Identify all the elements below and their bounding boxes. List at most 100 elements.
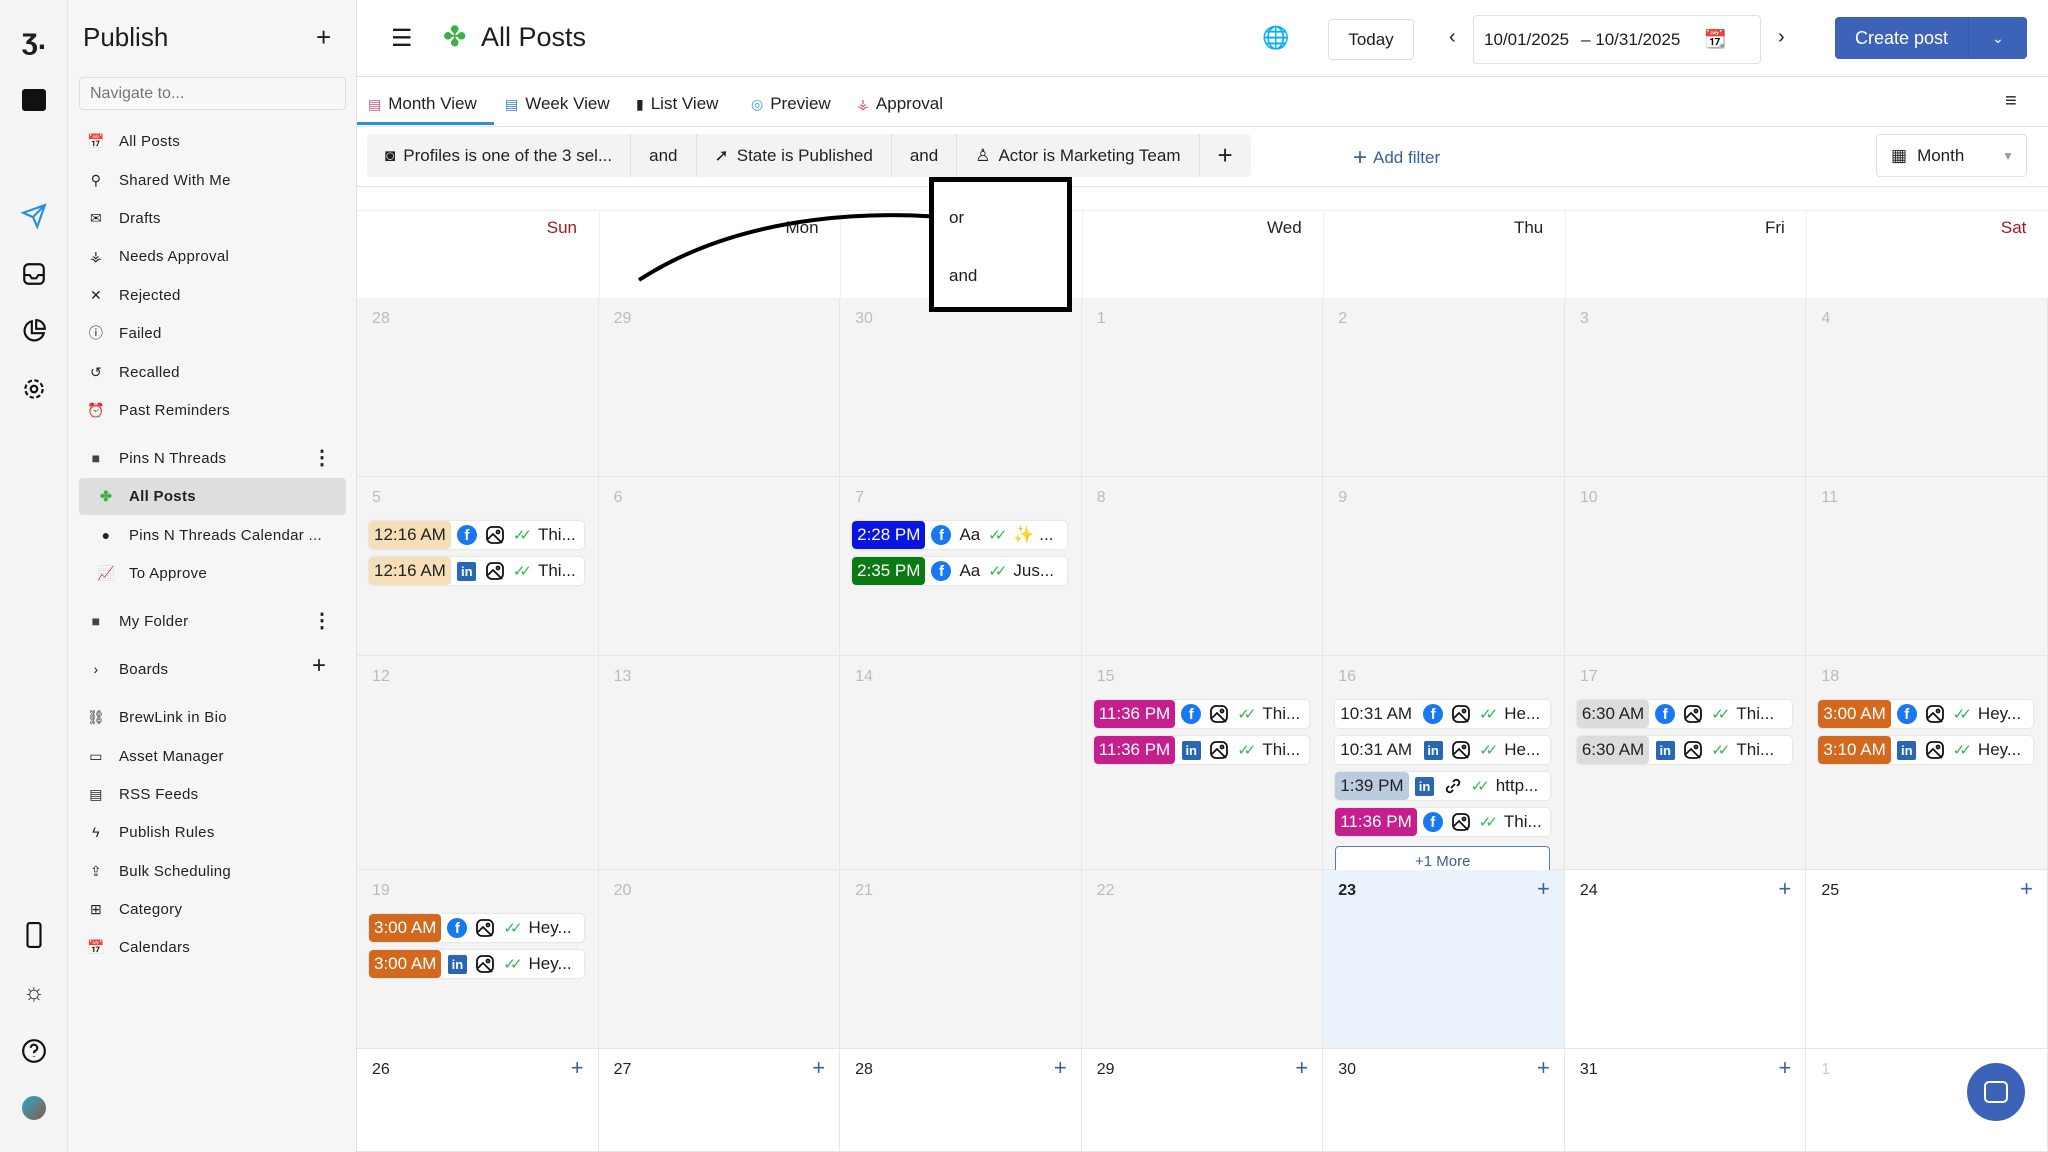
day-cell[interactable]: 25 + <box>1806 870 2048 1049</box>
globe-icon[interactable]: 🌐 <box>1262 25 1290 50</box>
sidebar-item-publish-rules[interactable]: ϟ Publish Rules <box>88 817 215 847</box>
post-chip[interactable]: 11:36 PM f ✓✓ Thi... <box>1335 808 1551 836</box>
add-post-icon[interactable]: + <box>2020 876 2033 901</box>
day-cell[interactable]: 21 <box>840 870 1082 1049</box>
sidebar-item-rss[interactable]: ▤ RSS Feeds <box>88 779 198 809</box>
folder-my-folder[interactable]: ■ My Folder <box>88 606 188 636</box>
logo-icon[interactable]: ʒ. <box>21 23 47 56</box>
filter-profiles[interactable]: ◙ Profiles is one of the 3 sel... <box>367 134 632 177</box>
day-cell[interactable]: 24 + <box>1564 870 1807 1049</box>
post-chip[interactable]: 6:30 AM f ✓✓ Thi... <box>1576 700 1792 728</box>
add-post-icon[interactable]: + <box>812 1055 826 1080</box>
day-cell[interactable]: 7 2:28 PM f Aa ✓✓ ✨ ... 2:35 PM f Aa ✓✓ Jus... <box>840 477 1082 656</box>
post-chip[interactable]: 3:00 AM f ✓✓ Hey... <box>1818 700 2034 728</box>
boards-toggle[interactable]: › Boards <box>88 654 169 684</box>
folder-menu-icon[interactable]: ⋮ <box>312 610 332 632</box>
sidebar-item-drafts[interactable]: ✉ Drafts <box>88 203 161 233</box>
day-cell[interactable]: 23 + <box>1323 870 1565 1049</box>
post-chip[interactable]: 3:00 AM f ✓✓ Hey... <box>369 914 584 942</box>
day-cell[interactable]: 15 11:36 PM f ✓✓ Thi... 11:36 PM in ✓✓ Thi... <box>1081 656 1324 870</box>
post-chip[interactable]: 6:30 AM in ✓✓ Thi... <box>1576 736 1792 764</box>
day-cell[interactable]: 13 <box>598 656 841 870</box>
prev-icon[interactable]: ‹ <box>1449 26 1456 48</box>
post-chip[interactable]: 2:35 PM f Aa ✓✓ Jus... <box>852 557 1068 585</box>
day-cell[interactable]: 8 <box>1081 477 1324 656</box>
post-chip[interactable]: 10:31 AM f ✓✓ He... <box>1335 700 1551 728</box>
today-button[interactable]: Today <box>1328 19 1414 60</box>
sidebar-item-failed[interactable]: ⓘ Failed <box>88 318 162 348</box>
create-post-button[interactable]: Create post ⌄ <box>1835 17 2027 59</box>
day-cell[interactable]: 2 <box>1323 298 1565 477</box>
post-chip[interactable]: 3:00 AM in ✓✓ Hey... <box>369 950 584 978</box>
navigate-input[interactable] <box>79 77 346 110</box>
post-chip[interactable]: 11:36 PM in ✓✓ Thi... <box>1093 736 1309 764</box>
day-cell[interactable]: 9 <box>1323 477 1565 656</box>
sidebar-item-calendar[interactable]: ● Pins N Threads Calendar ... <box>98 520 322 550</box>
operator-1[interactable]: and <box>631 134 697 177</box>
day-cell[interactable]: 29 <box>598 298 841 477</box>
theme-icon[interactable]: ☼ <box>23 979 45 1006</box>
day-cell[interactable]: 1 <box>1081 298 1324 477</box>
option-and[interactable]: and <box>949 266 978 285</box>
option-or[interactable]: or <box>949 208 965 227</box>
day-cell[interactable]: 16 10:31 AM f ✓✓ He... 10:31 AM in ✓✓ He... 1:39 … <box>1323 656 1565 876</box>
day-cell[interactable]: 19 3:00 AM f ✓✓ Hey... 3:00 AM in ✓✓ Hey... <box>357 870 599 1049</box>
filter-actor[interactable]: ♙ Actor is Marketing Team <box>957 134 1200 177</box>
day-cell[interactable]: 17 6:30 AM f ✓✓ Thi... 6:30 AM in ✓✓ Thi... <box>1564 656 1807 870</box>
help-icon[interactable] <box>19 1036 49 1066</box>
folder-menu-icon[interactable]: ⋮ <box>312 447 332 469</box>
chevron-down-icon[interactable]: ⌄ <box>1992 29 2004 46</box>
day-cell[interactable]: 28 <box>357 298 599 477</box>
analytics-icon[interactable] <box>19 316 49 346</box>
day-cell[interactable]: 27 + <box>598 1049 841 1152</box>
add-filter-button[interactable]: + Add filter <box>1353 144 1440 172</box>
tab-month-view[interactable]: ▤ Month View <box>368 92 477 116</box>
sidebar-item-to-approve[interactable]: 📈 To Approve <box>97 558 207 588</box>
day-cell[interactable]: 22 <box>1081 870 1324 1049</box>
publish-icon[interactable] <box>19 201 49 231</box>
app-icon[interactable] <box>19 85 49 115</box>
day-cell[interactable]: 31 + <box>1564 1049 1807 1152</box>
tab-preview[interactable]: ◎ Preview <box>751 92 831 116</box>
sidebar-item-category[interactable]: ⊞ Category <box>88 894 182 924</box>
add-post-icon[interactable]: + <box>1778 1055 1792 1080</box>
post-chip[interactable]: 2:28 PM f Aa ✓✓ ✨ ... <box>852 521 1068 549</box>
sidebar-item-folder-all-posts[interactable]: ✤ All Posts <box>98 481 196 511</box>
day-cell[interactable]: 28 + <box>840 1049 1082 1152</box>
inbox-icon[interactable] <box>19 259 49 289</box>
day-cell[interactable]: 12 <box>357 656 599 870</box>
day-cell[interactable]: 11 <box>1806 477 2048 656</box>
add-condition-button[interactable]: + <box>1217 140 1233 170</box>
add-post-icon[interactable]: + <box>1536 876 1550 901</box>
add-board-icon[interactable]: + <box>312 652 327 679</box>
sidebar-item-bulk-scheduling[interactable]: ⇪ Bulk Scheduling <box>88 856 231 886</box>
add-post-icon[interactable]: + <box>570 1055 584 1080</box>
day-cell[interactable]: 5 12:16 AM f ✓✓ Thi... 12:16 AM in ✓✓ Thi... <box>357 477 599 656</box>
add-post-icon[interactable]: + <box>1053 1055 1067 1080</box>
tab-approval[interactable]: ⚶ Approval <box>857 92 943 116</box>
day-cell[interactable]: 26 + <box>357 1049 599 1152</box>
day-cell[interactable]: 10 <box>1564 477 1807 656</box>
day-cell[interactable]: 20 <box>598 870 841 1049</box>
post-chip[interactable]: 11:36 PM f ✓✓ Thi... <box>1093 700 1309 728</box>
day-cell[interactable]: 4 <box>1806 298 2048 477</box>
post-chip[interactable]: 1:39 PM in ✓✓ http... <box>1335 772 1551 800</box>
day-cell[interactable]: 18 3:00 AM f ✓✓ Hey... 3:10 AM in ✓✓ Hey... <box>1806 656 2048 870</box>
post-chip[interactable]: 12:16 AM in ✓✓ Thi... <box>369 557 584 585</box>
folder-pins-n-threads[interactable]: ■ Pins N Threads <box>88 443 226 473</box>
date-range-picker[interactable]: 10/01/2025 – 10/31/2025 📆 <box>1473 15 1761 64</box>
sidebar-item-needs-approval[interactable]: ⚶ Needs Approval <box>88 241 229 271</box>
avatar[interactable] <box>19 1093 49 1123</box>
sidebar-item-asset-manager[interactable]: ▭ Asset Manager <box>88 741 224 771</box>
sidebar-item-past-reminders[interactable]: ⏰ Past Reminders <box>87 395 230 425</box>
next-icon[interactable]: › <box>1778 26 1785 48</box>
sidebar-item-all-posts[interactable]: 📅 All Posts <box>87 126 180 156</box>
sidebar-item-shared-with-me[interactable]: ⚲ Shared With Me <box>88 165 231 195</box>
add-icon[interactable]: + <box>316 22 332 52</box>
filter-state[interactable]: ➚ State is Published <box>697 134 892 177</box>
day-cell[interactable]: 3 <box>1564 298 1807 477</box>
add-post-icon[interactable]: + <box>1536 1055 1550 1080</box>
menu-icon[interactable]: ☰ <box>391 25 413 52</box>
post-chip[interactable]: 10:31 AM in ✓✓ He... <box>1335 736 1551 764</box>
operator-2[interactable]: and <box>892 134 958 177</box>
